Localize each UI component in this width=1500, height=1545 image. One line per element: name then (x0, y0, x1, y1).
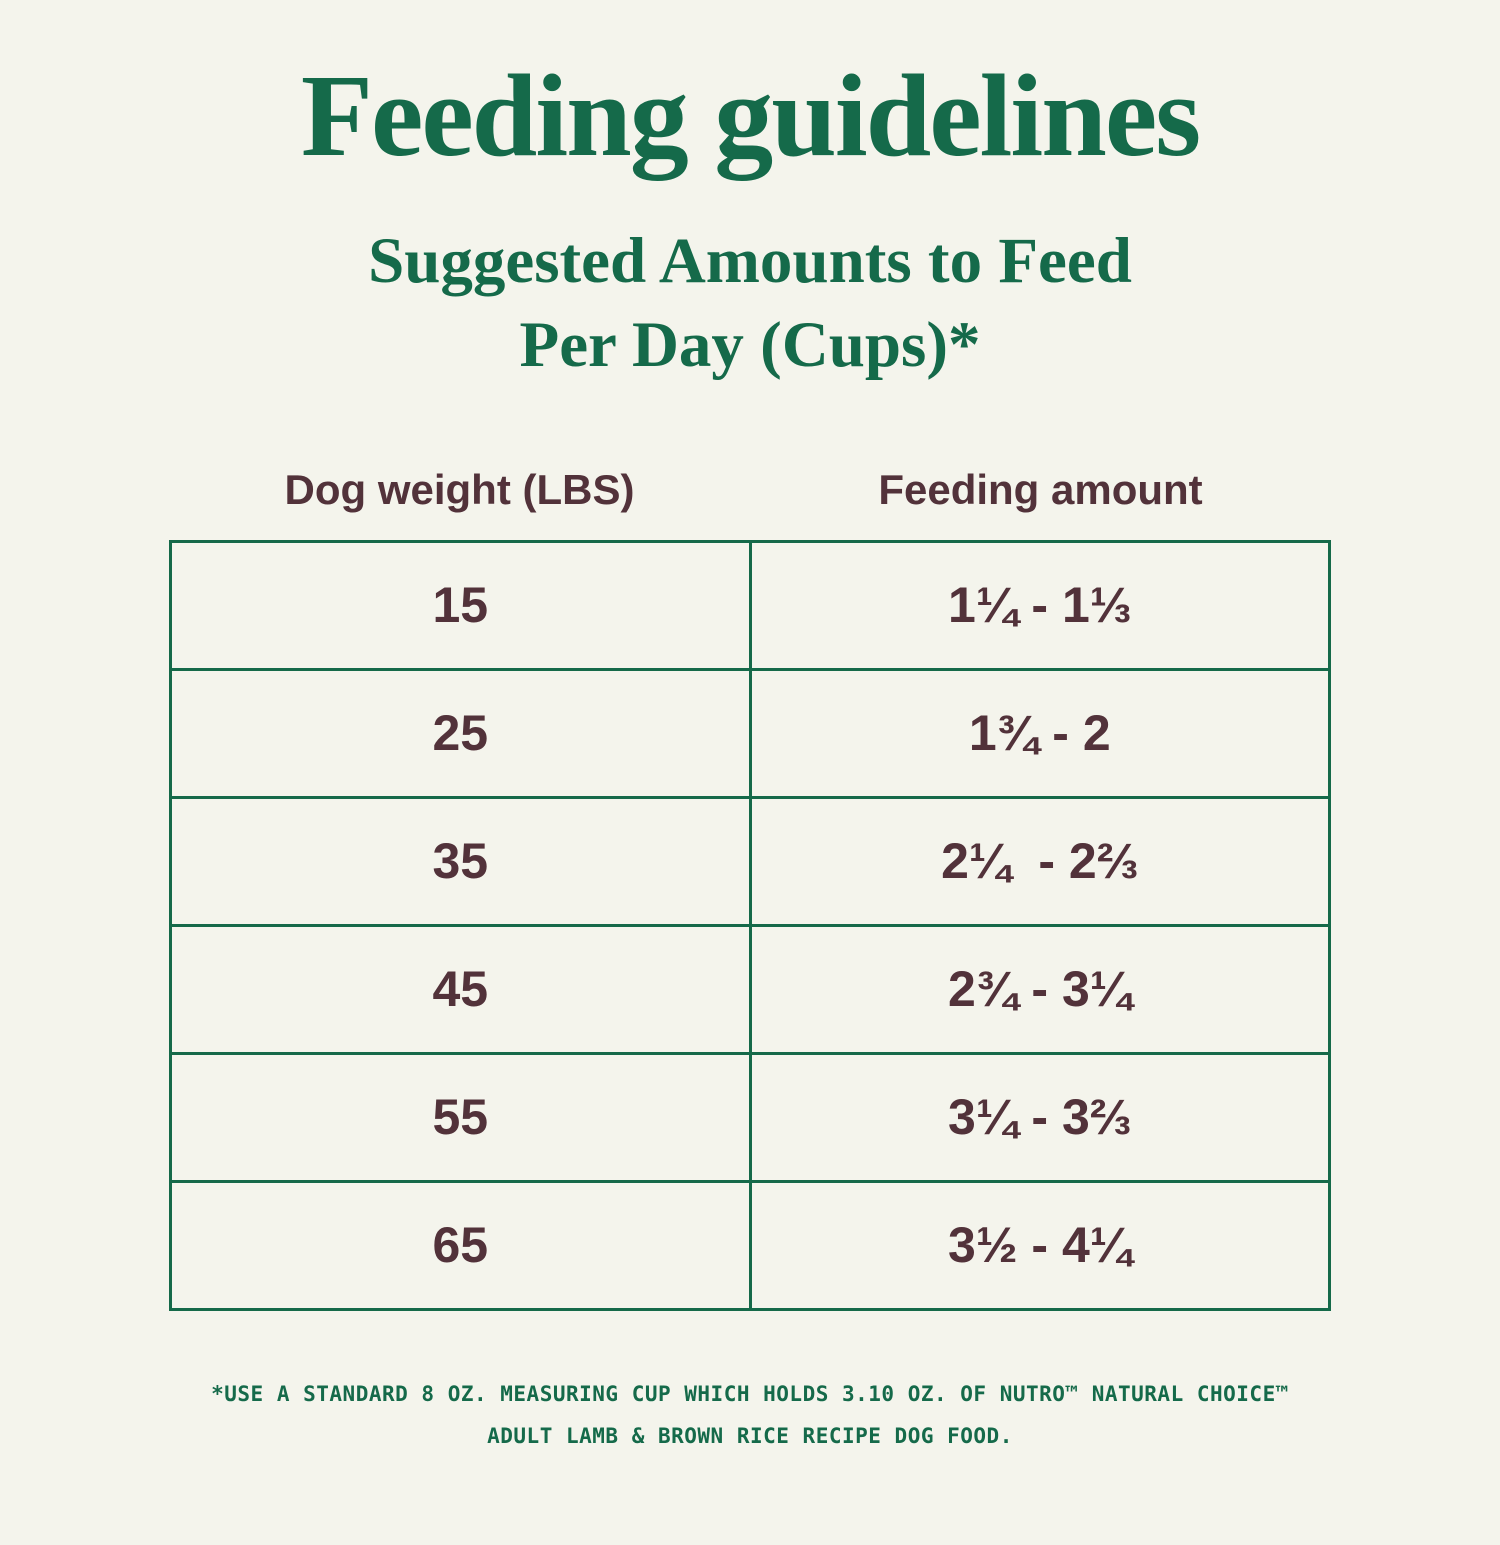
column-header-dog-weight: Dog weight (LBS) (284, 465, 635, 513)
table-row: 35 2¼ - 2⅔ (172, 795, 1329, 924)
dog-weight-cell: 15 (432, 577, 489, 634)
column-header-feeding-amount: Feeding amount (878, 465, 1203, 513)
page-subtitle: Suggested Amounts to Feed Per Day (Cups)… (0, 219, 1500, 388)
footnote: *USE A STANDARD 8 OZ. MEASURING CUP WHIC… (0, 1373, 1500, 1457)
table-row: 15 1¼ - 1⅓ (172, 542, 1329, 668)
table-row: 45 2¾ - 3¼ (172, 923, 1329, 1052)
feeding-amount-cell: 1¾ - 2 (748, 670, 1329, 796)
column-headers: Dog weight (LBS) Feeding amount (169, 466, 1331, 514)
dog-weight-cell: 45 (432, 961, 489, 1018)
footnote-line-1: *USE A STANDARD 8 OZ. MEASURING CUP WHIC… (211, 1381, 1289, 1406)
feeding-amount-cell: 3¼ - 3⅔ (748, 1054, 1329, 1180)
dog-weight-cell: 35 (432, 833, 489, 890)
feeding-amount-cell: 3½ - 4¼ (748, 1182, 1329, 1308)
table-row: 55 3¼ - 3⅔ (172, 1051, 1329, 1180)
feeding-amount-cell: 2¾ - 3¼ (748, 926, 1329, 1052)
footnote-line-2: ADULT LAMB & BROWN RICE RECIPE DOG FOOD. (487, 1423, 1013, 1448)
dog-weight-cell: 65 (432, 1217, 489, 1274)
subtitle-line-2: Per Day (Cups)* (519, 309, 981, 382)
table-row: 65 3½ - 4¼ (172, 1179, 1329, 1308)
table-row: 25 1¾ - 2 (172, 667, 1329, 796)
subtitle-line-1: Suggested Amounts to Feed (368, 224, 1132, 297)
dog-weight-cell: 55 (432, 1089, 489, 1146)
feeding-amount-cell: 1¼ - 1⅓ (748, 542, 1329, 668)
feeding-table: 15 1¼ - 1⅓ 25 1¾ - 2 35 2¼ - 2⅔ 45 2¾ - 3¼ 55 3¼ … (169, 539, 1331, 1311)
feeding-amount-cell: 2¼ - 2⅔ (748, 798, 1329, 924)
page-title: Feeding guidelines (300, 50, 1201, 181)
dog-weight-cell: 25 (432, 705, 489, 762)
